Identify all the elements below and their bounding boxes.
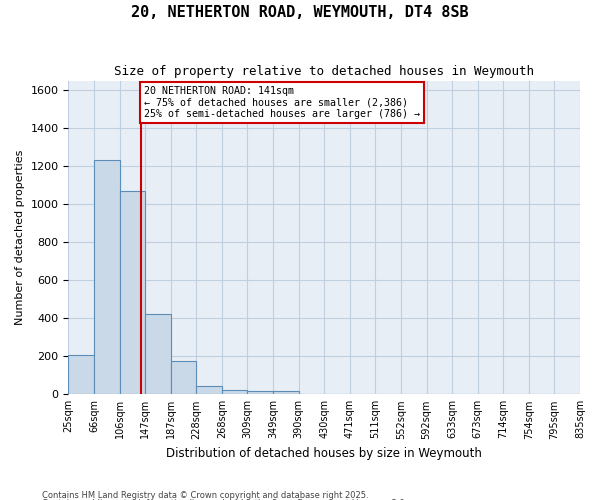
Bar	[145, 314, 171, 394]
Text: 20 NETHERTON ROAD: 141sqm
← 75% of detached houses are smaller (2,386)
25% of se: 20 NETHERTON ROAD: 141sqm ← 75% of detac…	[145, 86, 421, 120]
X-axis label: Distribution of detached houses by size in Weymouth: Distribution of detached houses by size …	[166, 447, 482, 460]
Title: Size of property relative to detached houses in Weymouth: Size of property relative to detached ho…	[114, 65, 534, 78]
Bar	[196, 386, 222, 394]
Text: Contains HM Land Registry data © Crown copyright and database right 2025.: Contains HM Land Registry data © Crown c…	[42, 490, 368, 500]
Bar	[171, 361, 196, 394]
Text: Contains public sector information licensed under the Open Government Licence v3: Contains public sector information licen…	[42, 499, 407, 500]
Bar	[119, 191, 145, 394]
Text: 20, NETHERTON ROAD, WEYMOUTH, DT4 8SB: 20, NETHERTON ROAD, WEYMOUTH, DT4 8SB	[131, 5, 469, 20]
Bar	[222, 390, 247, 394]
Bar	[68, 356, 94, 395]
Bar	[247, 392, 273, 394]
Bar	[273, 392, 299, 394]
Bar	[94, 160, 119, 394]
Y-axis label: Number of detached properties: Number of detached properties	[15, 150, 25, 325]
